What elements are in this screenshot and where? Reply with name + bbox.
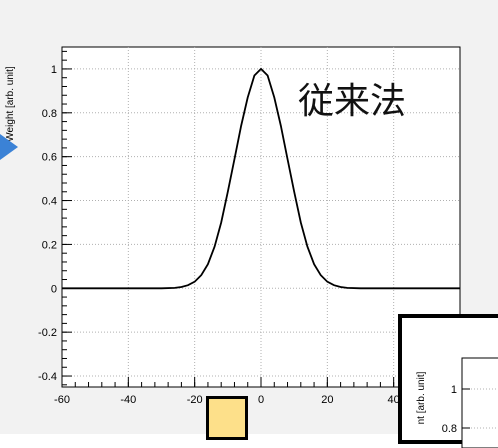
y-tick-label: 0.4 (42, 196, 57, 208)
inset-tick-label: 0.8 (442, 423, 457, 435)
plot-area (61, 46, 461, 388)
highlight-box (206, 396, 248, 440)
y-tick-label: 0.6 (42, 152, 57, 164)
y-tick-label: 0.2 (42, 239, 57, 251)
y-tick-label: 1 (51, 64, 57, 76)
inset-y-axis-title: nt [arb. unit] (416, 371, 427, 424)
y-tick-label: -0.4 (38, 371, 57, 383)
inset-plot-area (461, 357, 498, 448)
y-tick-label: 0 (51, 283, 57, 295)
y-axis-title: Weight [arb. unit] (5, 66, 16, 142)
weight-chart: -60 -40 -20 0 20 40 -0.4 -0.2 0 0.2 0.4 0.6 0.8 1 Wei… (5, 46, 461, 406)
x-tick-label: -20 (187, 394, 203, 406)
x-tick-label: 20 (321, 394, 333, 406)
x-tick-label: -40 (120, 394, 136, 406)
weight-curve (62, 67, 460, 290)
x-tick-label: -60 (54, 394, 70, 406)
inset-chart: nt [arb. unit] 1 0.8 (416, 357, 498, 448)
inset-chart-panel: nt [arb. unit] 1 0.8 (398, 314, 498, 448)
x-tick-label: 40 (388, 394, 400, 406)
arrow-icon (0, 134, 18, 160)
inset-tick-label: 1 (451, 384, 457, 396)
chart-title-japanese: 従来法 (298, 81, 406, 122)
y-tick-label: 0.8 (42, 108, 57, 120)
x-tick-label: 0 (258, 394, 264, 406)
y-tick-label: -0.2 (38, 327, 57, 339)
tick-labels: -60 -40 -20 0 20 40 -0.4 -0.2 0 0.2 0.4 0.6 0.8 1 (38, 64, 400, 406)
